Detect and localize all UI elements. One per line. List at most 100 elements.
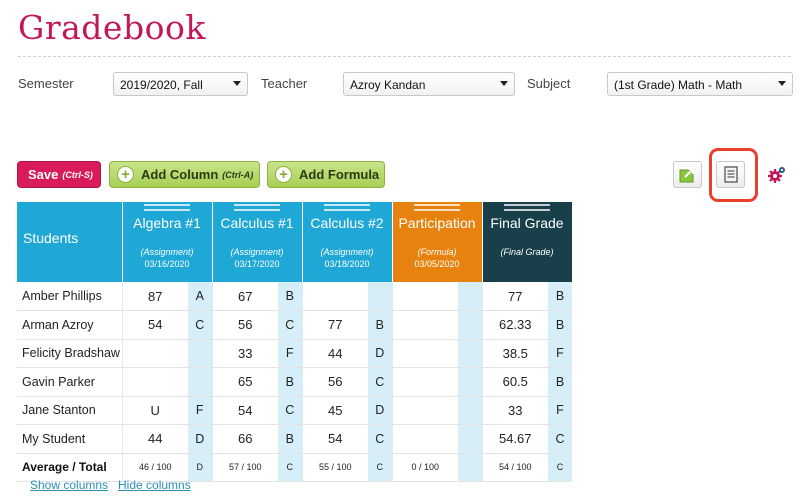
score-cell[interactable]: 38.5 bbox=[481, 339, 548, 368]
score-cell[interactable] bbox=[121, 367, 188, 397]
score-cell[interactable]: 54 bbox=[121, 310, 188, 340]
column-type: (Assignment) bbox=[320, 247, 374, 257]
score-cell[interactable] bbox=[391, 339, 458, 368]
average-score-cell: 57 / 100 bbox=[211, 453, 278, 482]
subject-select[interactable]: (1st Grade) Math - Math bbox=[607, 72, 793, 96]
add-formula-button[interactable]: + Add Formula bbox=[267, 161, 385, 188]
subject-label: Subject bbox=[527, 76, 571, 91]
score-cell[interactable] bbox=[301, 282, 368, 311]
letter-grade-cell: D bbox=[188, 424, 212, 454]
score-cell[interactable]: 45 bbox=[301, 396, 368, 425]
column-header-calculus-1[interactable]: Calculus #1 (Assignment) 03/17/2020 bbox=[212, 202, 303, 282]
title-divider bbox=[18, 56, 791, 57]
letter-grade-cell: B bbox=[278, 367, 302, 397]
students-header: Students bbox=[17, 202, 123, 282]
score-cell[interactable]: 67 bbox=[211, 282, 278, 311]
drag-handle-icon[interactable] bbox=[324, 204, 370, 211]
letter-grade-cell: C bbox=[548, 424, 572, 454]
letter-grade-cell: D bbox=[368, 396, 392, 425]
score-cell[interactable]: 60.5 bbox=[481, 367, 548, 397]
score-cell[interactable]: 66 bbox=[211, 424, 278, 454]
score-cell[interactable]: 33 bbox=[481, 396, 548, 425]
chevron-down-icon bbox=[233, 81, 241, 86]
add-formula-label: Add Formula bbox=[299, 167, 380, 182]
score-cell[interactable] bbox=[391, 396, 458, 425]
teacher-select[interactable]: Azroy Kandan bbox=[343, 72, 515, 96]
score-cell[interactable] bbox=[391, 424, 458, 454]
column-date: 03/17/2020 bbox=[234, 259, 280, 269]
drag-handle-icon[interactable] bbox=[414, 204, 460, 211]
column-date: 03/18/2020 bbox=[324, 259, 370, 269]
table-row: Felicity Bradshaw 33 F 44 D 38.5 F bbox=[17, 339, 572, 368]
letter-grade-cell: B bbox=[278, 282, 302, 311]
score-cell[interactable]: 87 bbox=[121, 282, 188, 311]
score-cell[interactable] bbox=[391, 282, 458, 311]
chevron-down-icon bbox=[778, 81, 786, 86]
drag-handle-icon[interactable] bbox=[144, 204, 190, 211]
letter-grade-cell bbox=[458, 367, 482, 397]
table-row: Gavin Parker 65 B 56 C 60.5 B bbox=[17, 367, 572, 397]
save-button[interactable]: Save (Ctrl-S) bbox=[17, 161, 101, 188]
table-row: Jane Stanton U F 54 C 45 D 33 F bbox=[17, 396, 572, 425]
add-column-label: Add Column bbox=[141, 167, 219, 182]
letter-grade-cell bbox=[458, 310, 482, 340]
export-button[interactable] bbox=[673, 161, 702, 188]
column-type: (Formula) bbox=[417, 247, 457, 257]
letter-grade-cell: D bbox=[188, 453, 212, 482]
column-name: Participation bbox=[398, 215, 476, 231]
letter-grade-cell: C bbox=[188, 310, 212, 340]
drag-handle-icon[interactable] bbox=[504, 204, 550, 211]
column-header-algebra-1[interactable]: Algebra #1 (Assignment) 03/16/2020 bbox=[122, 202, 213, 282]
average-label: Average / Total bbox=[17, 453, 122, 482]
column-header-calculus-2[interactable]: Calculus #2 (Assignment) 03/18/2020 bbox=[302, 202, 393, 282]
column-header-final-grade[interactable]: Final Grade (Final Grade) bbox=[482, 202, 573, 282]
average-score-cell: 55 / 100 bbox=[301, 453, 368, 482]
score-cell[interactable]: 65 bbox=[211, 367, 278, 397]
score-cell[interactable] bbox=[391, 367, 458, 397]
page-title: Gradebook bbox=[18, 8, 206, 47]
show-columns-link[interactable]: Show columns bbox=[30, 478, 109, 492]
gradebook-table: Students Algebra #1 (Assignment) 03/16/2… bbox=[17, 202, 573, 482]
letter-grade-cell: C bbox=[278, 310, 302, 340]
score-cell[interactable]: 44 bbox=[301, 339, 368, 368]
letter-grade-cell bbox=[458, 453, 482, 482]
copy-document-button[interactable] bbox=[716, 161, 745, 188]
hide-columns-link[interactable]: Hide columns bbox=[118, 478, 191, 492]
score-cell[interactable]: 56 bbox=[211, 310, 278, 340]
score-cell[interactable]: 56 bbox=[301, 367, 368, 397]
semester-label: Semester bbox=[18, 76, 74, 91]
letter-grade-cell bbox=[188, 339, 212, 368]
semester-select-value: 2019/2020, Fall bbox=[120, 78, 203, 92]
highlight-outline bbox=[709, 148, 758, 202]
add-column-shortcut: (Ctrl-A) bbox=[222, 169, 254, 180]
student-name: Felicity Bradshaw bbox=[17, 339, 122, 368]
column-name: Final Grade bbox=[490, 215, 564, 231]
score-cell[interactable]: 62.33 bbox=[481, 310, 548, 340]
teacher-label: Teacher bbox=[261, 76, 308, 91]
column-date: 03/16/2020 bbox=[144, 259, 190, 269]
semester-select[interactable]: 2019/2020, Fall bbox=[113, 72, 248, 96]
settings-button[interactable] bbox=[762, 161, 791, 188]
letter-grade-cell: B bbox=[548, 310, 572, 340]
score-cell[interactable]: U bbox=[121, 396, 188, 425]
score-cell[interactable]: 77 bbox=[481, 282, 548, 311]
letter-grade-cell: B bbox=[548, 367, 572, 397]
add-column-button[interactable]: + Add Column (Ctrl-A) bbox=[109, 161, 260, 188]
letter-grade-cell: F bbox=[548, 396, 572, 425]
student-name: Amber Phillips bbox=[17, 282, 122, 311]
column-header-participation[interactable]: Participation (Formula) 03/05/2020 bbox=[392, 202, 483, 282]
score-cell[interactable] bbox=[391, 310, 458, 340]
export-icon bbox=[679, 167, 694, 182]
letter-grade-cell: D bbox=[368, 339, 392, 368]
chevron-down-icon bbox=[500, 81, 508, 86]
score-cell[interactable]: 33 bbox=[211, 339, 278, 368]
average-score-cell: 0 / 100 bbox=[391, 453, 458, 482]
score-cell[interactable]: 44 bbox=[121, 424, 188, 454]
score-cell[interactable]: 77 bbox=[301, 310, 368, 340]
score-cell[interactable]: 54 bbox=[211, 396, 278, 425]
letter-grade-cell: B bbox=[368, 310, 392, 340]
score-cell[interactable]: 54 bbox=[301, 424, 368, 454]
score-cell[interactable]: 54.67 bbox=[481, 424, 548, 454]
score-cell[interactable] bbox=[121, 339, 188, 368]
drag-handle-icon[interactable] bbox=[234, 204, 280, 211]
